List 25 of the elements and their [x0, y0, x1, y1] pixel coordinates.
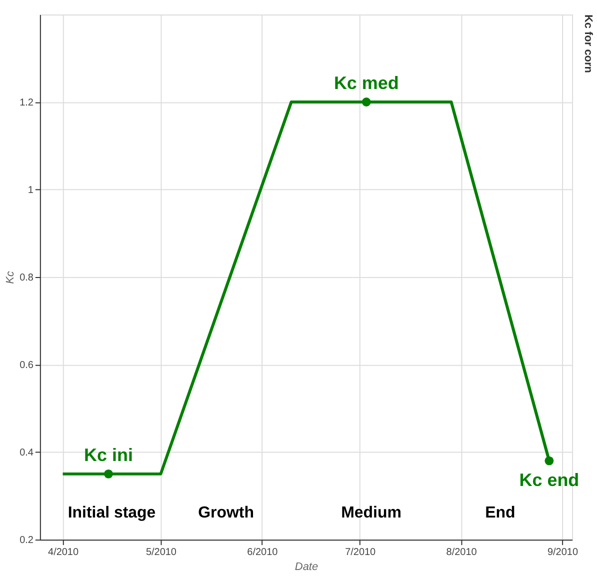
x-tick-label: 8/2010 — [446, 547, 478, 558]
annotation: Growth — [198, 504, 254, 522]
y-tick-label: 1 — [28, 184, 34, 196]
annotation: Kc ini — [84, 444, 133, 465]
x-axis-title: Date — [294, 561, 318, 574]
x-tick-label: 9/2010 — [548, 547, 578, 558]
x-tick-label: 5/2010 — [146, 547, 177, 558]
x-tick-label: 6/2010 — [247, 547, 278, 558]
annotation: Kc med — [334, 73, 399, 93]
y-tick-label: 0.4 — [20, 448, 34, 459]
point — [104, 469, 113, 478]
annotation: Kc end — [519, 470, 580, 490]
y-tick-label: 1.2 — [20, 97, 34, 108]
x-tick-label: 4/2010 — [48, 547, 79, 558]
annotation: End — [485, 504, 516, 522]
y-tick-label: 0.6 — [20, 360, 34, 372]
annotation: Initial stage — [68, 504, 156, 522]
point — [544, 456, 554, 466]
text: Kc for corn — [582, 14, 594, 74]
y-tick-label: 0.8 — [20, 272, 34, 284]
y-axis-title: Kc — [4, 270, 17, 284]
x-tick-label: 7/2010 — [345, 547, 376, 558]
point — [362, 98, 371, 106]
annotation: Medium — [341, 504, 402, 522]
y-tick-label: 0.2 — [20, 535, 34, 546]
